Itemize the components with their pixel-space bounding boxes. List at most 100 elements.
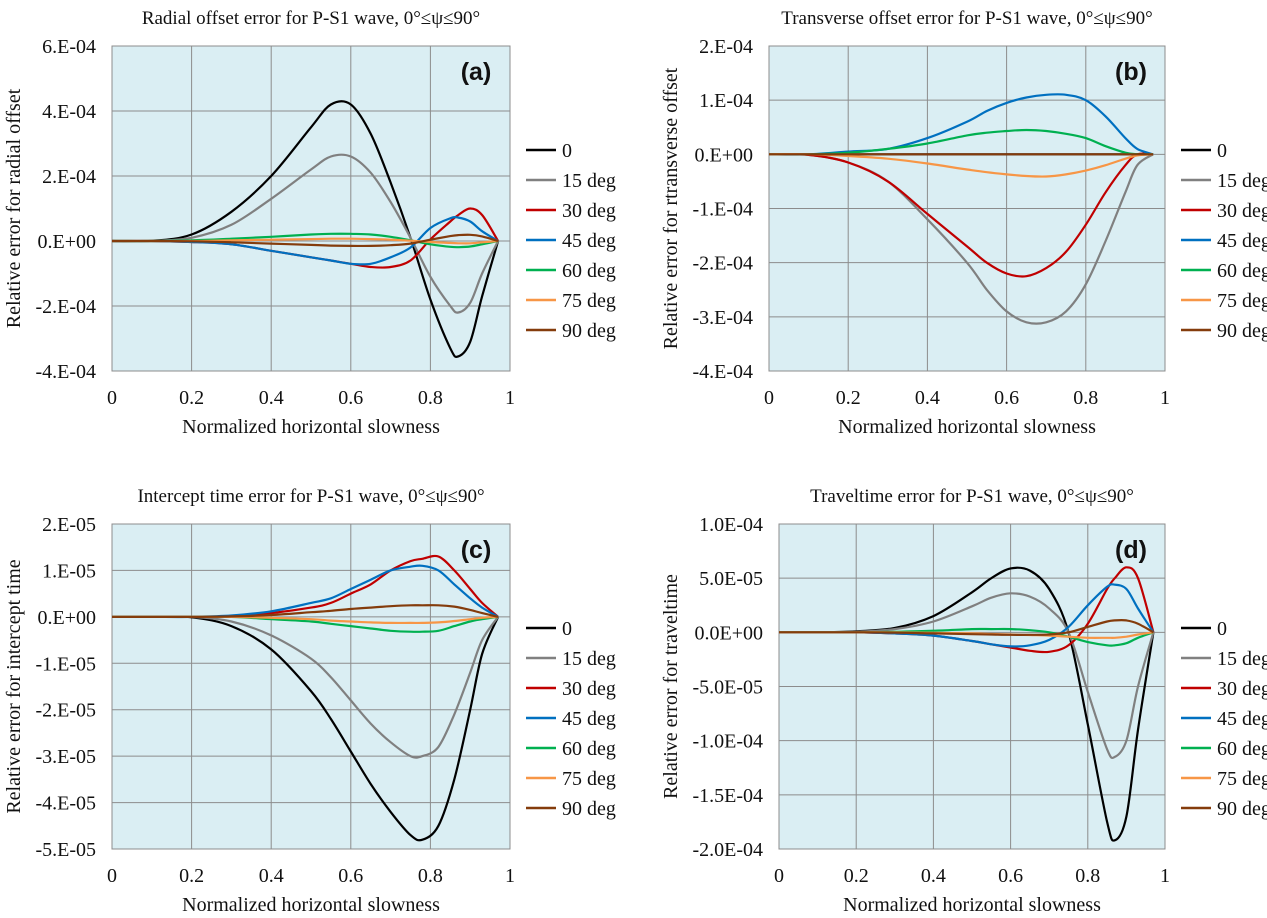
plot-area	[112, 46, 510, 371]
y-axis-label: Relative error for rtransverse offset	[660, 67, 682, 349]
x-tick-label: 0	[764, 387, 774, 409]
y-tick-label: -1.E-04	[692, 199, 753, 221]
x-tick-label: 0.8	[1073, 387, 1098, 409]
y-tick-label: -1.0E-04	[692, 731, 763, 753]
plot-frame	[111, 523, 511, 850]
chart-title: Traveltime error for P-S1 wave, 0°≤ψ≤90°	[810, 486, 1134, 507]
series-line-5	[768, 153, 1154, 178]
x-tick-label: 1	[505, 865, 515, 887]
plot-frame	[768, 45, 1166, 372]
y-tick-label: -2.E-05	[35, 700, 96, 722]
legend-label: 60 deg	[1217, 260, 1267, 282]
y-tick-label: 2.E-04	[699, 36, 753, 58]
y-tick-label: -3.E-05	[35, 746, 96, 768]
legend-label: 30 deg	[562, 678, 616, 700]
x-tick-label: 0.6	[338, 387, 363, 409]
y-tick-label: -1.5E-04	[692, 785, 763, 807]
x-tick-label: 0.4	[259, 865, 284, 887]
legend-label: 0	[1217, 140, 1227, 162]
x-tick-label: 0.6	[994, 387, 1019, 409]
legend-label: 75 deg	[562, 290, 616, 312]
y-tick-label: -1.E-05	[35, 653, 96, 675]
series-line-1	[112, 615, 499, 759]
legend-label: 15 deg	[1217, 170, 1267, 192]
legend-label: 30 deg	[562, 200, 616, 222]
y-tick-label: 0.0E+00	[695, 622, 764, 644]
y-tick-label: 0.E+00	[38, 607, 97, 629]
y-tick-label: -4.E-04	[692, 361, 753, 383]
x-tick-label: 0.4	[259, 387, 284, 409]
legend-label: 75 deg	[562, 768, 616, 790]
x-tick-label: 0.2	[179, 387, 204, 409]
y-tick-label: -5.0E-05	[692, 677, 763, 699]
chart-panel-0: 0 0.2 0.4 0.6 0.8 1 -4.E-04 -2.E-04 0.E+00 2.E-04…	[3, 8, 616, 438]
chart-panel-2: 0 0.2 0.4 0.6 0.8 1 -5.E-05 -4.E-05 -3.E-05 -2.E-…	[3, 486, 616, 916]
x-tick-label: 0	[107, 387, 117, 409]
y-tick-label: -5.E-05	[35, 839, 96, 861]
legend-label: 30 deg	[1217, 678, 1267, 700]
y-axis-label: Relative error for traveltime	[660, 574, 682, 799]
legend-label: 60 deg	[562, 260, 616, 282]
legend-label: 0	[562, 140, 572, 162]
chart-title: Radial offset error for P-S1 wave, 0°≤ψ≤…	[142, 8, 480, 29]
series-line-3	[111, 215, 499, 266]
x-tick-label: 0.8	[418, 387, 443, 409]
x-tick-label: 0.4	[915, 387, 940, 409]
x-tick-label: 0.2	[836, 387, 861, 409]
x-tick-label: 0	[774, 865, 784, 887]
legend-label: 60 deg	[562, 738, 616, 760]
series-line-6	[112, 604, 499, 619]
x-axis-label: Normalized horizontal slowness	[182, 894, 440, 916]
x-tick-label: 0.8	[418, 865, 443, 887]
y-tick-label: 5.0E-05	[699, 568, 763, 590]
plot-area	[112, 524, 510, 849]
x-axis-label: Normalized horizontal slowness	[843, 894, 1101, 916]
y-tick-label: 6.E-04	[42, 36, 96, 58]
y-tick-label: -3.E-04	[692, 307, 753, 329]
y-tick-label: -2.E-04	[692, 253, 753, 275]
panel-letter: (a)	[461, 58, 492, 86]
legend-label: 45 deg	[1217, 708, 1267, 730]
y-tick-label: 4.E-04	[42, 101, 96, 123]
chart-panel-3: 0 0.2 0.4 0.6 0.8 1 -2.0E-04 -1.5E-04 -1.0E-04 -5…	[660, 486, 1267, 916]
legend-label: 15 deg	[1217, 648, 1267, 670]
series-line-1	[111, 153, 500, 314]
legend-label: 75 deg	[1217, 290, 1267, 312]
legend-label: 90 deg	[1217, 798, 1267, 820]
y-tick-label: -4.E-05	[35, 793, 96, 815]
legend-label: 60 deg	[1217, 738, 1267, 760]
y-tick-label: 1.E-05	[42, 560, 96, 582]
legend-label: 90 deg	[562, 798, 616, 820]
x-tick-label: 0.2	[179, 865, 204, 887]
y-tick-label: 0.E+00	[38, 231, 97, 253]
x-tick-label: 0.2	[844, 865, 869, 887]
x-tick-label: 0.6	[338, 865, 363, 887]
legend-label: 90 deg	[1217, 320, 1267, 342]
x-tick-label: 0.4	[921, 865, 946, 887]
series-line-5	[112, 237, 499, 245]
series-line-6	[778, 619, 1154, 636]
legend-label: 45 deg	[1217, 230, 1267, 252]
y-tick-label: 2.E-04	[42, 166, 96, 188]
series-line-6	[111, 233, 499, 248]
series-line-4	[111, 232, 499, 249]
x-axis-label: Normalized horizontal slowness	[182, 416, 440, 438]
x-tick-label: 0.8	[1075, 865, 1100, 887]
series-line-2	[768, 152, 1154, 278]
series-line-0	[111, 615, 500, 842]
legend-label: 45 deg	[562, 230, 616, 252]
y-axis-label: Relative error for radial offset	[3, 88, 25, 328]
chart-panel-1: 0 0.2 0.4 0.6 0.8 1 -4.E-04 -3.E-04 -2.E-04 -1.E-…	[660, 8, 1267, 438]
y-tick-label: 1.0E-04	[699, 514, 763, 536]
y-tick-label: -4.E-04	[35, 361, 96, 383]
y-tick-label: -2.E-04	[35, 296, 96, 318]
x-tick-label: 1	[1160, 865, 1170, 887]
legend-label: 15 deg	[562, 170, 616, 192]
x-axis-label: Normalized horizontal slowness	[838, 416, 1096, 438]
x-tick-label: 1	[1160, 387, 1170, 409]
y-tick-label: -2.0E-04	[692, 839, 763, 861]
series-line-0	[111, 100, 500, 359]
series-line-4	[768, 128, 1154, 156]
plot-frame	[111, 45, 511, 372]
